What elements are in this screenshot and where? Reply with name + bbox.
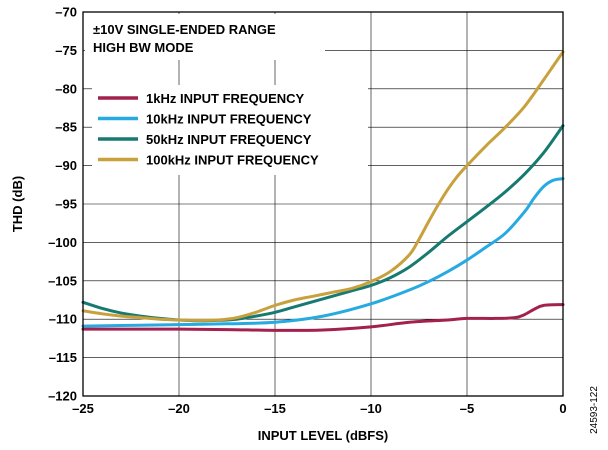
figure-id: 24593-122 xyxy=(589,386,600,434)
y-tick-label: –120 xyxy=(48,389,77,404)
x-tick-label: –5 xyxy=(460,401,474,416)
x-tick-label: 0 xyxy=(559,401,566,416)
y-tick-label: –100 xyxy=(48,235,77,250)
series-lines xyxy=(81,50,565,332)
x-axis-label: INPUT LEVEL (dBFS) xyxy=(258,428,388,443)
tick-labels: –120–115–110–105–100–95–90–85–80–75–70–2… xyxy=(48,5,567,417)
x-tick-label: –10 xyxy=(360,401,382,416)
x-tick-label: –20 xyxy=(168,401,190,416)
legend-entry: 50kHz INPUT FREQUENCY xyxy=(146,132,312,147)
x-tick-label: –25 xyxy=(72,401,94,416)
y-tick-label: –110 xyxy=(49,312,77,327)
y-tick-label: –115 xyxy=(49,350,77,365)
y-tick-label: –105 xyxy=(48,273,77,288)
y-tick-label: –85 xyxy=(55,120,77,135)
annotation-background xyxy=(85,14,325,60)
y-tick-label: –70 xyxy=(55,5,77,20)
annotation-box: ±10V SINGLE-ENDED RANGE HIGH BW MODE xyxy=(85,14,325,60)
y-tick-label: –90 xyxy=(55,158,77,173)
plot-frame xyxy=(82,11,564,397)
series-line-10khz-input-frequency xyxy=(81,177,565,328)
series-line-100khz-input-frequency xyxy=(81,50,565,322)
annotation-line: ±10V SINGLE-ENDED RANGE xyxy=(93,22,276,37)
series-line-1khz-input-frequency xyxy=(81,303,565,332)
legend-entry: 1kHz INPUT FREQUENCY xyxy=(146,91,305,106)
y-tick-label: –75 xyxy=(55,43,77,58)
legend: 1kHz INPUT FREQUENCY 10kHz INPUT FREQUENC… xyxy=(98,91,319,168)
legend-entry: 10kHz INPUT FREQUENCY xyxy=(146,112,312,127)
y-tick-label: –80 xyxy=(55,81,77,96)
y-tick-label: –95 xyxy=(55,197,77,212)
x-tick-label: –15 xyxy=(264,401,286,416)
annotation-line: HIGH BW MODE xyxy=(93,40,194,55)
legend-entry: 100kHz INPUT FREQUENCY xyxy=(146,153,319,168)
y-axis-label: THD (dB) xyxy=(10,176,25,232)
